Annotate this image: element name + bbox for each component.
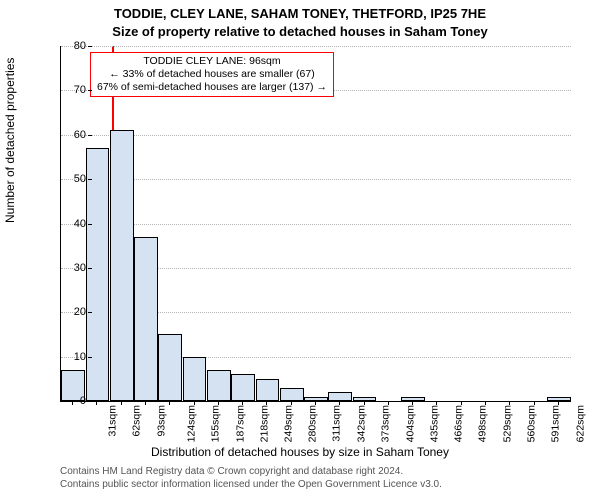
x-tick-label: 466sqm — [453, 405, 465, 442]
x-tick-mark — [412, 401, 413, 405]
gridline — [61, 179, 571, 180]
gridline — [61, 135, 571, 136]
x-tick-label: 622sqm — [574, 405, 586, 442]
y-tick-label: 80 — [46, 40, 86, 52]
chart-title-line1: TODDIE, CLEY LANE, SAHAM TONEY, THETFORD… — [0, 6, 600, 21]
x-tick-label: 249sqm — [283, 405, 295, 442]
y-tick-label: 70 — [46, 84, 86, 96]
x-tick-mark — [461, 401, 462, 405]
chart-title-line2: Size of property relative to detached ho… — [0, 24, 600, 39]
histogram-bar — [110, 130, 134, 401]
histogram-bar — [231, 374, 255, 401]
x-tick-label: 342sqm — [355, 405, 367, 442]
x-tick-label: 124sqm — [185, 405, 197, 442]
x-tick-label: 187sqm — [234, 405, 246, 442]
y-tick-label: 30 — [46, 262, 86, 274]
x-tick-mark — [145, 401, 146, 405]
x-tick-mark — [315, 401, 316, 405]
y-tick-label: 50 — [46, 173, 86, 185]
x-tick-label: 218sqm — [258, 405, 270, 442]
x-tick-mark — [169, 401, 170, 405]
y-tick-label: 10 — [46, 351, 86, 363]
annotation-box: TODDIE CLEY LANE: 96sqm ← 33% of detache… — [90, 52, 334, 97]
x-tick-mark — [121, 401, 122, 405]
x-tick-label: 280sqm — [307, 405, 319, 442]
x-tick-label: 435sqm — [428, 405, 440, 442]
x-tick-mark — [534, 401, 535, 405]
x-tick-label: 529sqm — [501, 405, 513, 442]
y-tick-label: 60 — [46, 129, 86, 141]
y-axis-label: Number of detached properties — [3, 58, 17, 223]
x-tick-label: 404sqm — [404, 405, 416, 442]
plot-area — [60, 46, 571, 402]
x-tick-mark — [242, 401, 243, 405]
x-tick-label: 62sqm — [131, 405, 143, 437]
x-tick-mark — [72, 401, 73, 405]
x-tick-mark — [291, 401, 292, 405]
annotation-line-1: TODDIE CLEY LANE: 96sqm — [97, 55, 327, 68]
footer-line-1: Contains HM Land Registry data © Crown c… — [60, 466, 442, 479]
histogram-bar — [158, 334, 182, 401]
x-tick-mark — [339, 401, 340, 405]
x-axis-label: Distribution of detached houses by size … — [0, 445, 600, 459]
x-tick-mark — [364, 401, 365, 405]
histogram-bar — [207, 370, 231, 401]
gridline — [61, 46, 571, 47]
x-tick-label: 31sqm — [107, 405, 119, 437]
y-tick-label: 40 — [46, 218, 86, 230]
histogram-bar — [86, 148, 110, 401]
histogram-bar — [134, 237, 158, 401]
x-tick-mark — [558, 401, 559, 405]
footer-attribution: Contains HM Land Registry data © Crown c… — [60, 466, 442, 491]
histogram-bar — [328, 392, 352, 401]
histogram-bar — [183, 357, 207, 401]
x-tick-mark — [436, 401, 437, 405]
x-tick-label: 93sqm — [155, 405, 167, 437]
histogram-bar — [547, 397, 571, 401]
x-tick-label: 155sqm — [210, 405, 222, 442]
y-tick-label: 0 — [46, 395, 86, 407]
annotation-line-2: ← 33% of detached houses are smaller (67… — [97, 68, 327, 81]
x-tick-mark — [96, 401, 97, 405]
footer-line-2: Contains public sector information licen… — [60, 479, 442, 492]
histogram-bar — [280, 388, 304, 401]
x-tick-mark — [194, 401, 195, 405]
x-tick-mark — [485, 401, 486, 405]
gridline — [61, 224, 571, 225]
x-tick-mark — [218, 401, 219, 405]
x-tick-label: 311sqm — [330, 405, 342, 442]
x-tick-mark — [509, 401, 510, 405]
x-tick-mark — [266, 401, 267, 405]
x-tick-label: 498sqm — [477, 405, 489, 442]
x-tick-label: 373sqm — [380, 405, 392, 442]
x-tick-label: 591sqm — [550, 405, 562, 442]
x-tick-label: 560sqm — [525, 405, 537, 442]
histogram-bar — [256, 379, 280, 401]
annotation-line-3: 67% of semi-detached houses are larger (… — [97, 81, 327, 94]
y-tick-label: 20 — [46, 306, 86, 318]
x-tick-mark — [388, 401, 389, 405]
